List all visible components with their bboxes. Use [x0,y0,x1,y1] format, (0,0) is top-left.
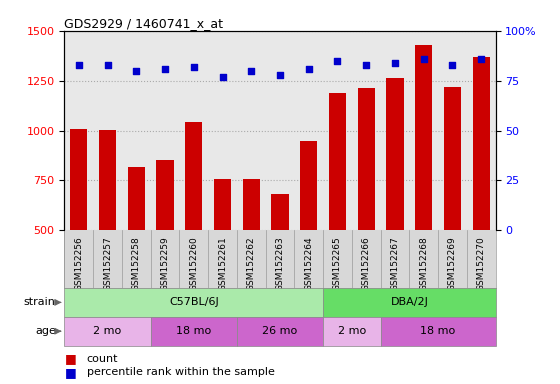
Point [362,61,371,68]
Bar [237,317,323,346]
Bar [214,179,231,230]
Text: strain: strain [24,297,56,308]
Bar [151,317,237,346]
Text: 2 mo: 2 mo [94,326,122,336]
Text: 26 mo: 26 mo [263,326,297,336]
Point [333,58,342,64]
Bar [386,78,404,230]
Bar [444,87,461,230]
Bar [242,179,260,230]
Bar [64,288,323,317]
Bar [185,122,202,230]
Point [103,61,112,68]
Text: age: age [35,326,56,336]
Bar [329,93,346,230]
Bar [272,194,288,230]
Bar [99,129,116,230]
Text: GSM152268: GSM152268 [419,236,428,291]
Text: GSM152262: GSM152262 [247,236,256,291]
Bar [64,317,151,346]
Bar [473,57,490,230]
Bar [70,129,87,230]
Point [390,60,399,66]
Point [247,68,256,74]
Text: 18 mo: 18 mo [421,326,456,336]
Point [132,68,141,74]
Text: GSM152266: GSM152266 [362,236,371,291]
Text: GSM152269: GSM152269 [448,236,457,291]
Point [161,66,170,72]
Point [218,74,227,80]
Text: GDS2929 / 1460741_x_at: GDS2929 / 1460741_x_at [64,17,223,30]
Bar [323,288,496,317]
Text: GSM152261: GSM152261 [218,236,227,291]
Text: 2 mo: 2 mo [338,326,366,336]
Text: DBA/2J: DBA/2J [390,297,428,308]
Point [304,66,313,72]
Text: C57BL/6J: C57BL/6J [169,297,218,308]
Bar [323,317,381,346]
Bar [128,167,145,230]
Text: GSM152259: GSM152259 [161,236,170,291]
Point [419,56,428,62]
Text: GSM152263: GSM152263 [276,236,284,291]
Bar [300,141,318,230]
Text: ■: ■ [64,353,76,366]
Point [276,71,284,78]
Point [477,56,486,62]
Text: GSM152257: GSM152257 [103,236,112,291]
Text: 18 mo: 18 mo [176,326,211,336]
Text: GSM152264: GSM152264 [304,236,313,291]
Bar [415,45,432,230]
Point [448,61,457,68]
Bar [156,159,174,230]
Text: GSM152265: GSM152265 [333,236,342,291]
Point [189,64,198,70]
Text: percentile rank within the sample: percentile rank within the sample [87,367,274,377]
Bar [358,88,375,230]
Text: GSM152256: GSM152256 [74,236,83,291]
Text: GSM152270: GSM152270 [477,236,486,291]
Text: GSM152267: GSM152267 [390,236,399,291]
Text: GSM152258: GSM152258 [132,236,141,291]
Text: GSM152260: GSM152260 [189,236,198,291]
Text: ■: ■ [64,366,76,379]
Text: count: count [87,354,118,364]
Point [74,61,83,68]
Bar [381,317,496,346]
